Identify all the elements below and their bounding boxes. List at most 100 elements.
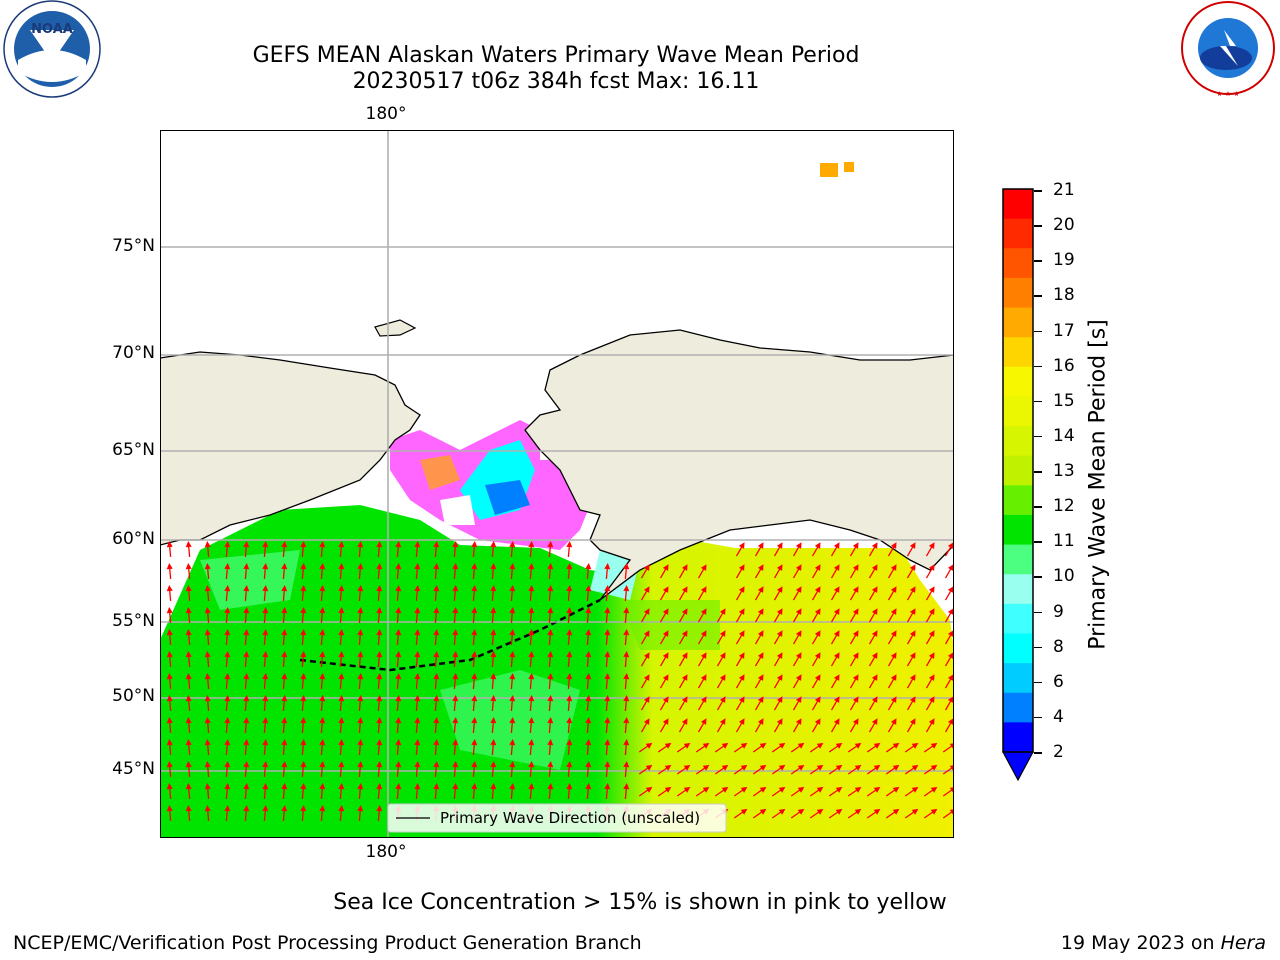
colorbar-tick-mark [1034, 225, 1042, 227]
colorbar-tick-label: 10 [1053, 566, 1075, 587]
colorbar-tick-label: 9 [1053, 601, 1064, 622]
wave-arrow [243, 563, 250, 580]
wave-arrow [885, 742, 900, 753]
wave-arrow [678, 652, 688, 667]
wave-arrow [166, 629, 173, 646]
wave-arrow [657, 786, 672, 797]
wave-arrow [166, 717, 173, 734]
wave-arrow [224, 541, 231, 558]
wave-arrow [830, 652, 840, 667]
wave-arrow [376, 673, 383, 690]
wave-arrow [338, 739, 345, 756]
wave-arrow [566, 629, 573, 646]
wave-arrow [509, 739, 516, 756]
wave-arrow [735, 696, 745, 711]
wave-arrow [792, 630, 802, 645]
wave-arrow [262, 805, 269, 822]
wave-arrow [395, 783, 402, 800]
wave-arrow [716, 674, 726, 689]
wave-arrow [638, 742, 653, 753]
nws-logo: ★ ★ ★ [1176, 0, 1280, 100]
wave-arrow [830, 586, 840, 601]
colorbar-tick-label: 13 [1053, 461, 1075, 481]
wave-arrow [376, 607, 383, 624]
wave-arrow [887, 586, 897, 601]
wave-arrow [490, 761, 497, 778]
lat-label-75: 75°N [112, 236, 155, 256]
wave-arrow [811, 630, 821, 645]
wave-arrow [773, 630, 783, 645]
wave-arrow [830, 564, 840, 579]
wave-arrow [224, 695, 231, 712]
wave-arrow [452, 585, 459, 602]
wave-arrow [944, 564, 954, 579]
wave-arrow [773, 586, 783, 601]
wave-arrow [623, 629, 630, 646]
chart-subtitle: 20230517 t06z 384h fcst Max: 16.11 [352, 69, 760, 94]
wave-arrow [659, 718, 669, 733]
wave-arrow [433, 695, 440, 712]
wave-arrow [262, 673, 269, 690]
wave-arrow [319, 695, 326, 712]
wave-arrow [925, 564, 935, 579]
wave-arrow [771, 808, 786, 819]
wave-arrow [281, 563, 288, 580]
wave-arrow [547, 695, 554, 712]
wave-arrow [925, 586, 935, 601]
wave-arrow [585, 761, 592, 778]
wave-arrow [319, 585, 326, 602]
colorbar-tick-mark [1034, 646, 1042, 649]
wave-arrow [678, 696, 688, 711]
wave-arrow [906, 718, 916, 733]
wave-arrow [697, 586, 707, 601]
wave-arrow [925, 674, 935, 689]
wave-arrow [923, 786, 938, 797]
colorbar-tick-label: 17 [1053, 320, 1075, 341]
wave-arrow [204, 695, 211, 712]
wave-arrow [204, 761, 211, 778]
wave-arrow [395, 695, 402, 712]
wave-arrow [300, 541, 307, 558]
wave-arrow [547, 673, 554, 690]
wave-arrow [754, 564, 764, 579]
wave-arrow [204, 585, 211, 602]
wave-arrow [395, 563, 402, 580]
wave-arrow [697, 718, 707, 733]
wave-arrow [262, 585, 269, 602]
wave-arrow [509, 541, 516, 558]
wave-arrow [733, 764, 748, 775]
lat-label-50: 50°N [112, 686, 155, 706]
wave-arrow [414, 739, 421, 756]
wave-arrow [224, 739, 231, 756]
wave-arrow [678, 674, 688, 689]
wave-arrow [319, 651, 326, 668]
wave-arrow [262, 651, 269, 668]
wave-arrow [338, 541, 345, 558]
wave-arrow [224, 651, 231, 668]
lat-label-55: 55°N [112, 611, 155, 631]
wave-arrow [319, 805, 326, 822]
wave-arrow [623, 651, 630, 668]
wave-arrow [376, 695, 383, 712]
wave-arrow [640, 564, 650, 579]
wave-arrow [697, 564, 707, 579]
wave-arrow [471, 541, 478, 558]
wave-arrow [509, 673, 516, 690]
colorbar-tick-mark [1034, 752, 1042, 754]
wave-arrow [773, 718, 783, 733]
wave-arrow [585, 563, 592, 580]
wave-arrow [547, 717, 554, 734]
wave-arrow [281, 585, 288, 602]
wave-arrow [735, 630, 745, 645]
wave-arrow [790, 764, 805, 775]
wave-arrow [885, 764, 900, 775]
wave-arrow [790, 808, 805, 819]
wave-arrow [811, 608, 821, 623]
wave-arrow [925, 718, 935, 733]
wave-arrow [224, 607, 231, 624]
wave-arrow [754, 674, 764, 689]
wave-arrow [849, 586, 859, 601]
wave-arrow [695, 742, 710, 753]
colorbar-tick-label: 11 [1053, 531, 1075, 552]
wave-arrow [300, 761, 307, 778]
